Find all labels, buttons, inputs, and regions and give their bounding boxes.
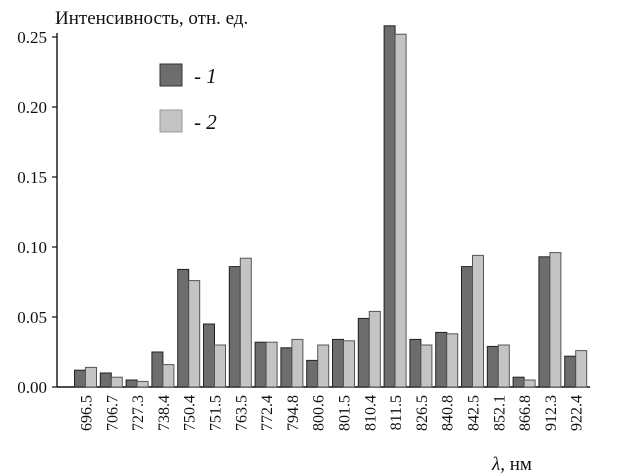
y-tick-label: 0.15 [17,168,47,187]
bar-series-1 [332,338,344,388]
legend-swatch-series-1 [159,63,183,87]
bar-series-1 [461,266,473,388]
bar-series-2 [265,341,278,388]
x-tick-label: 738.4 [156,395,173,431]
bar-series-2 [523,379,536,388]
bar-series-1 [254,341,267,388]
bar-series-1 [280,347,293,388]
bar-series-1 [435,331,448,388]
bar-series-1 [177,268,190,388]
bar-series-1 [383,25,396,388]
bar-series-2 [420,344,433,388]
y-axis: 0.00 0.05 0.10 0.15 0.20 0.25 [17,28,58,397]
x-tick-label: 840.8 [440,395,457,431]
y-tick-label: 0.25 [17,28,47,47]
bar-series-1 [486,345,499,388]
y-tick-label: 0.00 [17,378,47,397]
bar-series-1 [564,355,577,388]
legend: - 1 - 2 [159,63,217,134]
legend-swatch-series-2 [159,109,183,133]
x-axis: 696.5 706.7 727.3 738.4 750.4 751.5 763.5 772.4… [57,386,590,431]
bar-series-1 [203,323,215,388]
bar-series-1 [99,372,112,388]
y-tick-label: 0.05 [17,308,47,327]
legend-label-series-1: - 1 [194,64,217,88]
y-tick-label: 0.20 [17,98,47,117]
x-tick-label: 866.8 [517,395,534,431]
bar-series-1 [409,338,422,388]
x-tick-label: 706.7 [104,395,121,431]
x-tick-label: 751.5 [208,395,225,431]
bar-series-2 [497,344,510,388]
bar-series-1 [74,369,86,388]
x-axis-label: λ, нм [491,454,532,475]
y-tick-label: 0.10 [17,238,47,257]
x-tick-label: 727.3 [130,395,147,431]
bar-series-2 [291,338,304,388]
legend-label-series-2: - 2 [194,110,217,134]
bar-series-2 [472,254,484,388]
bar-series-2 [239,257,252,388]
bar-series-1 [512,376,525,388]
bar-series-1 [357,317,370,388]
bar-series-2 [162,364,175,388]
x-tick-label: 842.5 [466,395,483,431]
bar-series-2 [214,344,226,388]
x-tick-label: 801.5 [337,395,354,431]
bar-series-2 [549,252,562,388]
x-tick-label: 800.6 [311,395,328,431]
bar-series-1 [538,256,551,388]
bar-series-2 [188,280,201,388]
bar-series-2 [575,350,588,388]
x-tick-label: 763.5 [233,395,250,431]
bar-series-2 [85,366,97,388]
x-tick-label: 922.4 [569,395,586,431]
x-tick-label: 810.4 [362,395,379,431]
y-axis-label: Интенсивность, отн. ед. [55,8,248,29]
bar-series-1 [306,359,319,388]
bar-series-2 [317,344,330,388]
x-tick-label: 772.4 [259,395,276,431]
bar-series-2 [368,310,381,388]
bar-series-2 [343,340,355,388]
x-tick-label: 794.8 [285,395,302,431]
x-tick-label: 811.5 [388,395,405,430]
x-tick-label: 912.3 [543,395,560,431]
bar-series-2 [110,376,123,388]
bar-series-2 [394,33,407,388]
bar-series-1 [151,351,164,388]
x-tick-label: 826.5 [414,395,431,431]
x-tick-label: 696.5 [79,395,96,431]
x-tick-label: 750.4 [182,395,199,431]
bars [74,25,588,388]
bar-series-1 [125,379,138,388]
bar-series-1 [228,266,241,388]
bar-series-2 [136,380,149,388]
bar-series-2 [446,333,459,388]
x-tick-label: 852.1 [491,395,508,431]
